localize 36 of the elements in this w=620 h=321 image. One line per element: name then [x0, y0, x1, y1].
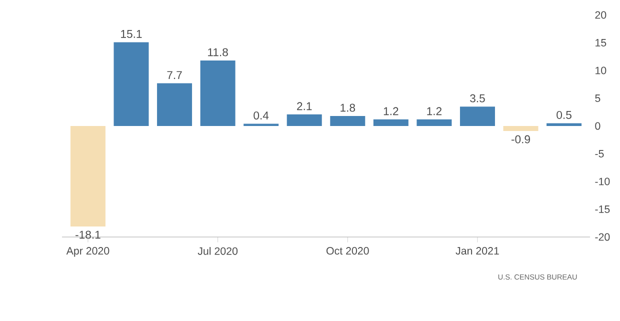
y-tick-label: -20 — [595, 233, 610, 241]
x-tick-label: Apr 2020 — [66, 247, 110, 257]
data-label: 1.2 — [427, 107, 442, 116]
bar — [503, 126, 538, 131]
data-label: 1.8 — [340, 104, 356, 112]
y-tick-label: 15 — [596, 39, 606, 46]
data-label: -0.9 — [512, 135, 530, 144]
bar — [157, 83, 192, 126]
data-label: -18.1 — [76, 230, 100, 239]
bar — [460, 106, 495, 126]
data-label: 7.7 — [167, 71, 182, 79]
bar — [200, 60, 236, 126]
bar — [546, 123, 582, 126]
bar — [286, 114, 322, 126]
y-tick-label: 5 — [595, 94, 600, 102]
y-tick-label: 20 — [595, 11, 606, 19]
bar — [373, 119, 408, 126]
x-tick-label: Jan 2021 — [456, 247, 499, 255]
data-label: 15.1 — [121, 30, 142, 38]
bar — [416, 119, 452, 126]
data-label: 1.2 — [384, 107, 398, 116]
data-label: 2.1 — [297, 102, 312, 110]
data-label: 0.4 — [254, 111, 269, 120]
bar — [114, 42, 149, 126]
bar — [70, 126, 106, 226]
data-label: 0.5 — [556, 110, 572, 119]
y-tick-label: -5 — [595, 150, 604, 158]
data-label: 3.5 — [470, 94, 485, 102]
y-tick-label: 0 — [595, 122, 600, 130]
x-tick-label: Jul 2020 — [198, 247, 238, 255]
y-tick-label: 10 — [596, 66, 606, 74]
y-tick-label: -10 — [595, 178, 610, 186]
data-label: 11.8 — [208, 48, 228, 56]
x-tick-label: Oct 2020 — [326, 247, 369, 255]
bar — [330, 116, 366, 126]
y-tick-label: -15 — [595, 206, 610, 213]
